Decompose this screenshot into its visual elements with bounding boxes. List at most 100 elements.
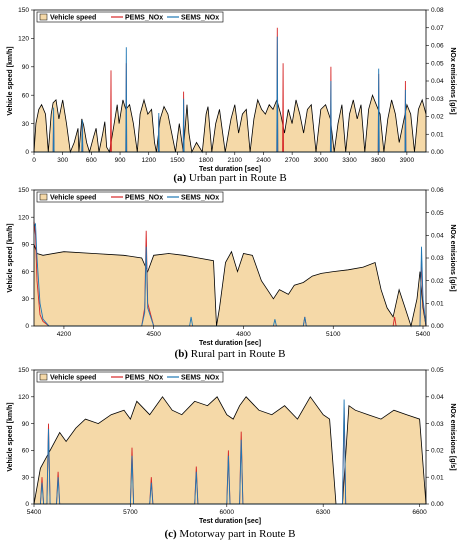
y-right-tick-label-c-5: 0.05 <box>431 367 444 374</box>
y-left-tick-label-a-120: 120 <box>18 36 29 43</box>
legend-c: Vehicle speed PEMS_NOx SEMS_NOx <box>36 371 224 383</box>
legend-label-pems-a: PEMS_NOx <box>125 15 163 22</box>
caption-letter-a: (a) <box>173 172 186 184</box>
x-tick-label-a-3600: 3600 <box>371 157 386 164</box>
y-right-tick-label-b-1: 0.01 <box>431 301 444 308</box>
caption-b: (b) Rural part in Route B <box>175 348 286 360</box>
y-right-tick-label-a-6: 0.06 <box>431 43 444 50</box>
y-left-tick-label-c-0: 0 <box>25 501 29 508</box>
y-left-tick-label-c-30: 30 <box>22 474 30 481</box>
legend-swatch-speed-c <box>39 373 48 381</box>
plot-frame-c <box>33 369 427 505</box>
x-tick-label-b-4200: 4200 <box>57 331 72 338</box>
legend-box-c <box>36 371 224 383</box>
legend-label-pems-c: PEMS_NOx <box>125 375 163 382</box>
legend-b: Vehicle speed PEMS_NOx SEMS_NOx <box>36 191 224 203</box>
legend-swatch-speed-a <box>39 13 48 21</box>
x-tick-label-c-5700: 5700 <box>123 509 138 516</box>
y-right-tick-label-a-7: 0.07 <box>431 25 444 32</box>
y-right-axis-title-a: NOx emissions [g/s] <box>449 47 456 114</box>
x-tick-label-a-600: 600 <box>86 157 97 164</box>
y-left-tick-label-a-0: 0 <box>25 149 29 156</box>
x-axis-title-b: Test duration [sec] <box>199 340 261 347</box>
x-tick-label-b-4500: 4500 <box>146 331 161 338</box>
y-left-tick-label-a-90: 90 <box>22 64 30 71</box>
x-tick-label-c-6300: 6300 <box>316 509 331 516</box>
x-tick-label-a-1800: 1800 <box>199 157 214 164</box>
x-tick-label-a-1500: 1500 <box>170 157 185 164</box>
legend-label-pems-b: PEMS_NOx <box>125 195 163 202</box>
sems-nox-line-c <box>34 399 426 505</box>
y-right-tick-label-b-0: 0.00 <box>431 323 444 330</box>
legend-a: Vehicle speed PEMS_NOx SEMS_NOx <box>36 11 224 23</box>
y-right-tick-label-b-5: 0.05 <box>431 210 444 217</box>
legend-swatch-speed-b <box>39 193 48 201</box>
x-tick-label-a-0: 0 <box>32 157 36 164</box>
caption-a: (a) Urban part in Route B <box>173 172 286 184</box>
x-tick-label-b-5100: 5100 <box>326 331 341 338</box>
y-right-tick-label-c-2: 0.02 <box>431 448 444 455</box>
x-tick-label-b-4800: 4800 <box>236 331 251 338</box>
y-left-tick-label-c-150: 150 <box>18 367 29 374</box>
y-left-axis-title-c: Vehicle speed [km/h] <box>7 402 14 471</box>
y-right-tick-label-a-8: 0.08 <box>431 7 444 14</box>
speed-line-a <box>33 93 427 154</box>
x-tick-label-a-1200: 1200 <box>141 157 156 164</box>
caption-body-c: Motorway part in Route B <box>177 528 296 540</box>
x-tick-label-a-3000: 3000 <box>314 157 329 164</box>
x-tick-label-a-900: 900 <box>115 157 126 164</box>
y-left-tick-label-b-90: 90 <box>22 242 30 249</box>
legend-label-speed-a: Vehicle speed <box>50 15 96 22</box>
y-right-tick-label-a-0: 0.00 <box>431 149 444 156</box>
y-right-tick-label-b-2: 0.02 <box>431 278 444 285</box>
y-left-tick-label-c-60: 60 <box>22 448 30 455</box>
caption-c: (c) Motorway part in Route B <box>164 528 295 540</box>
y-left-tick-label-c-120: 120 <box>18 394 29 401</box>
legend-box-b <box>36 191 224 203</box>
y-left-tick-label-a-30: 30 <box>22 121 30 128</box>
y-left-tick-label-b-60: 60 <box>22 269 30 276</box>
y-left-axis-title-b: Vehicle speed [km/h] <box>7 223 14 292</box>
y-right-tick-label-c-3: 0.03 <box>431 421 444 428</box>
speed-area-a <box>34 95 426 152</box>
y-right-tick-label-b-4: 0.04 <box>431 233 444 240</box>
x-tick-label-c-6600: 6600 <box>412 509 427 516</box>
x-axis-title-c: Test duration [sec] <box>199 518 261 525</box>
legend-label-sems-c: SEMS_NOx <box>181 375 219 382</box>
x-tick-label-a-300: 300 <box>57 157 68 164</box>
caption-letter-c: (c) <box>164 528 177 540</box>
speed-area-b <box>34 244 426 326</box>
speed-line-b <box>33 244 427 328</box>
legend-label-sems-a: SEMS_NOx <box>181 15 219 22</box>
y-left-tick-label-b-30: 30 <box>22 296 30 303</box>
y-right-tick-label-c-0: 0.00 <box>431 501 444 508</box>
chart-panel-a: 0 300 600 900 1200 1500 1800 2100 2400 2700 3000 33… <box>7 7 456 173</box>
y-right-tick-label-a-3: 0.03 <box>431 96 444 103</box>
y-right-tick-label-a-2: 0.02 <box>431 114 444 121</box>
caption-body-b: Rural part in Route B <box>188 348 285 360</box>
caption-letter-b: (b) <box>175 348 189 360</box>
speed-area-c <box>34 396 426 504</box>
x-tick-label-a-3900: 3900 <box>400 157 415 164</box>
x-axis-title-a: Test duration [sec] <box>199 166 261 173</box>
caption-body-a: Urban part in Route B <box>186 172 287 184</box>
legend-label-sems-b: SEMS_NOx <box>181 195 219 202</box>
x-tick-label-c-6000: 6000 <box>220 509 235 516</box>
y-left-tick-label-b-150: 150 <box>18 187 29 194</box>
legend-label-speed-b: Vehicle speed <box>50 195 96 202</box>
chart-panel-b: 4200 4500 4800 5100 5400 0 30 60 90 120 150 0.00 0.0… <box>7 187 456 347</box>
y-right-tick-label-c-4: 0.04 <box>431 394 444 401</box>
y-right-tick-label-a-1: 0.01 <box>431 131 444 138</box>
y-right-axis-title-c: NOx emissions [g/s] <box>449 403 456 470</box>
y-left-axis-title-a: Vehicle speed [km/h] <box>7 46 14 115</box>
x-tick-label-a-3300: 3300 <box>342 157 357 164</box>
sems-nox-line-a <box>34 36 426 153</box>
y-left-tick-label-b-0: 0 <box>25 323 29 330</box>
y-right-tick-label-a-4: 0.04 <box>431 78 444 85</box>
y-right-tick-label-c-1: 0.01 <box>431 474 444 481</box>
y-right-tick-label-b-3: 0.03 <box>431 255 444 262</box>
x-tick-label-b-5400: 5400 <box>416 331 431 338</box>
y-right-axis-title-b: NOx emissions [g/s] <box>449 224 456 291</box>
y-right-tick-label-b-6: 0.06 <box>431 187 444 194</box>
